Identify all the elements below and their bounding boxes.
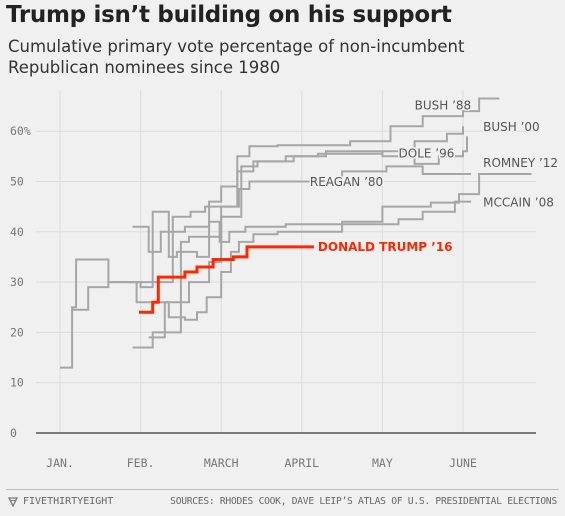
chart-title: Trump isn’t building on his support xyxy=(6,2,452,28)
source-note: SOURCES: RHODES COOK, DAVE LEIP’S ATLAS … xyxy=(170,496,557,507)
series-label: MCCAIN ’08 xyxy=(483,196,554,210)
x-tick-label: MAY xyxy=(372,456,393,470)
y-tick-label: 50 xyxy=(10,175,24,189)
x-tick-label: APRIL xyxy=(284,456,319,470)
series-line xyxy=(148,136,468,339)
series-label: REAGAN ’80 xyxy=(310,175,383,189)
y-tick-label: 20 xyxy=(10,325,24,339)
series-label: BUSH ’88 xyxy=(415,99,472,113)
x-tick-label: MARCH xyxy=(204,456,239,470)
series-label: DONALD TRUMP ’16 xyxy=(318,240,453,254)
series-line xyxy=(72,165,472,311)
x-tick-label: FEB. xyxy=(127,456,155,470)
chart-subtitle: Cumulative primary vote percentage of no… xyxy=(8,37,465,77)
y-tick-label: 0 xyxy=(10,426,17,440)
highlight-series-line xyxy=(139,245,314,314)
brand-name: FIVETHIRTYEIGHT xyxy=(23,496,114,507)
x-tick-label: JUNE xyxy=(449,456,477,470)
y-tick-label: 10 xyxy=(10,376,24,390)
x-tick-label: JAN. xyxy=(46,456,74,470)
y-tick-label: 40 xyxy=(10,225,24,239)
series-label: BUSH ’00 xyxy=(483,120,540,134)
series-line xyxy=(128,173,532,289)
y-tick-label: 30 xyxy=(10,275,24,289)
series-label: DOLE ’96 xyxy=(399,146,455,160)
series-line xyxy=(60,200,472,369)
y-tick-label: 60% xyxy=(10,124,31,138)
series-label: ROMNEY ’12 xyxy=(483,156,558,170)
fivethirtyeight-icon xyxy=(8,496,18,507)
brand-logo: FIVETHIRTYEIGHT xyxy=(8,496,113,507)
footer-divider xyxy=(6,489,559,490)
